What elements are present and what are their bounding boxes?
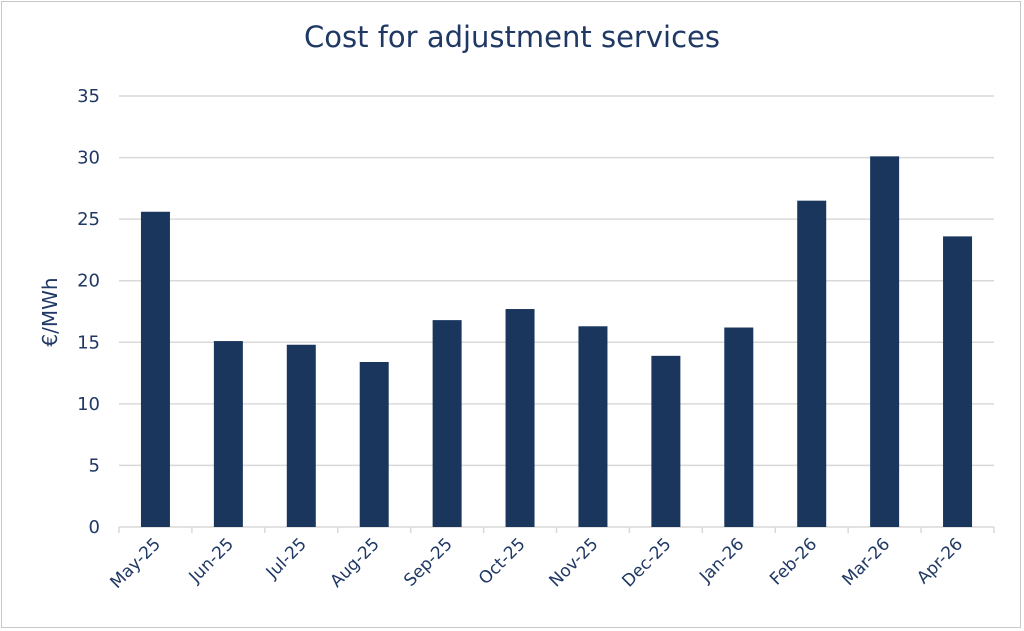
chart-title: Cost for adjustment services	[304, 20, 720, 54]
bar	[651, 355, 681, 527]
x-tick-label: Jan-26	[695, 534, 748, 587]
x-tick-label: Nov-25	[546, 534, 603, 591]
y-tick-label: 0	[89, 517, 100, 538]
bar	[140, 211, 170, 528]
x-tick-label: Apr-26	[913, 534, 967, 588]
y-tick-label: 5	[89, 455, 100, 476]
x-tick-label: Sep-25	[400, 534, 456, 590]
x-tick-label: Mar-26	[838, 534, 894, 590]
bar	[505, 309, 535, 527]
y-tick-label: 10	[77, 394, 100, 415]
bar	[286, 344, 316, 527]
bar	[578, 326, 608, 527]
y-tick-label: 30	[77, 148, 100, 169]
x-tick-label: Jul-25	[262, 534, 311, 583]
y-tick-label: 20	[77, 271, 100, 292]
bar	[359, 361, 389, 527]
x-tick-label: May-25	[107, 534, 165, 592]
bar	[724, 327, 754, 527]
x-tick-label: Aug-25	[326, 534, 383, 591]
x-tick-label: Jun-25	[185, 534, 238, 587]
y-tick-label: 25	[77, 209, 100, 230]
x-tick-label: Oct-25	[475, 534, 530, 589]
x-tick-label: Dec-25	[618, 534, 675, 591]
bar	[870, 156, 900, 527]
x-tick-label: Feb-26	[766, 534, 821, 589]
bar	[797, 200, 827, 527]
bar	[943, 236, 973, 527]
y-tick-label: 15	[77, 332, 100, 353]
y-tick-label: 35	[77, 86, 100, 107]
bar	[213, 341, 243, 527]
y-axis-label: €/MWh	[38, 277, 62, 346]
bar	[432, 320, 462, 527]
